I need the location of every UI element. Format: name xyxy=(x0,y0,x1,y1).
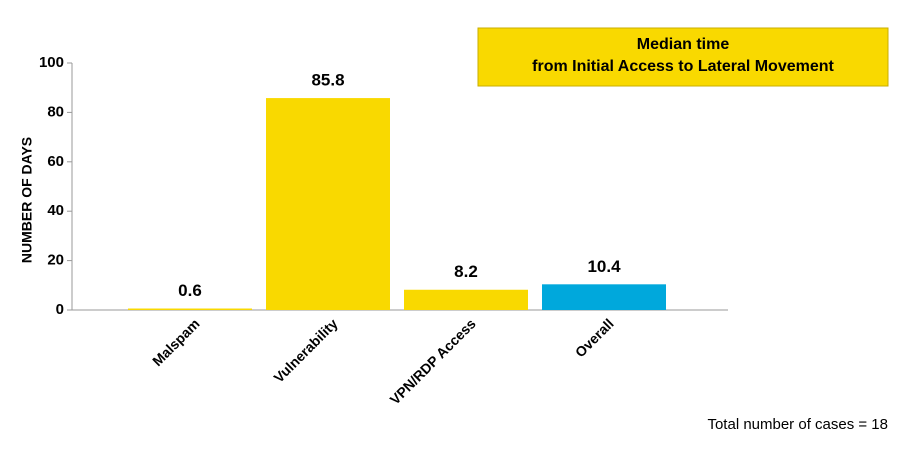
y-tick-label: 0 xyxy=(56,301,64,318)
bar xyxy=(542,284,666,310)
y-tick-label: 100 xyxy=(39,54,64,71)
chart-title: Median time xyxy=(637,36,730,53)
value-label: 8.2 xyxy=(454,262,478,281)
value-label: 10.4 xyxy=(587,257,621,276)
title-box xyxy=(477,27,889,87)
bar xyxy=(266,98,390,310)
bar xyxy=(404,289,528,310)
value-label: 0.6 xyxy=(178,281,202,300)
x-tick-label: Vulnerability xyxy=(270,315,341,386)
bar xyxy=(128,308,252,310)
value-label: 85.8 xyxy=(311,71,344,90)
y-tick-label: 60 xyxy=(47,153,64,170)
footnote: Total number of cases = 18 xyxy=(707,416,888,433)
y-tick-label: 40 xyxy=(47,202,64,219)
x-tick-label: Overall xyxy=(572,315,617,360)
y-tick-label: 20 xyxy=(47,252,64,269)
chart-title: from Initial Access to Lateral Movement xyxy=(532,58,834,75)
x-tick-label: VPN/RDP Access xyxy=(387,315,479,407)
y-tick-label: 80 xyxy=(47,103,64,120)
x-tick-label: Malspam xyxy=(149,315,203,369)
y-axis-label: NUMBER OF DAYS xyxy=(19,137,35,263)
